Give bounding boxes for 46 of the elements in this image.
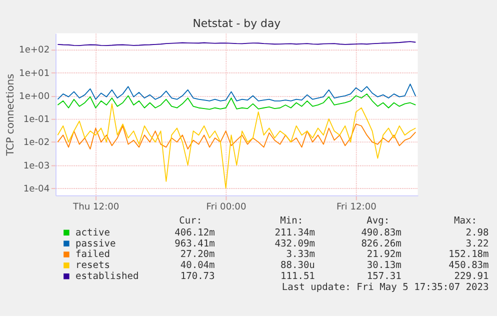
text: 490.83m <box>361 227 402 238</box>
y-tick-label: 1e-01 <box>23 115 50 126</box>
line-series <box>57 103 416 189</box>
text: 211.34m <box>274 227 316 238</box>
y-axis-title: TCP connections <box>6 74 17 157</box>
text: Last update: Fri May 5 17:35:07 2023 <box>282 282 490 293</box>
text: 432.09m <box>274 238 316 250</box>
text: 229.91 <box>454 271 490 282</box>
x-tick-label: Fri 00:00 <box>206 202 246 212</box>
text: 111.51 <box>280 271 316 282</box>
line-series <box>57 93 416 110</box>
y-tick-label: 1e+02 <box>19 46 50 56</box>
line-series <box>57 124 416 150</box>
text: 21.92m <box>366 249 402 260</box>
line-series <box>57 84 416 102</box>
text: 450.83m <box>448 260 490 272</box>
text: 406.12m <box>174 227 216 238</box>
text: 826.26m <box>361 238 402 250</box>
legend-label: failed <box>76 249 110 260</box>
text: Avg: <box>366 216 390 227</box>
text: 27.20m <box>180 249 216 260</box>
text: Max: <box>454 216 477 227</box>
text: Min: <box>280 216 304 227</box>
y-tick-label: 1e-03 <box>23 161 50 172</box>
text: 2.98 <box>466 227 490 238</box>
text: 3.33m <box>286 249 316 260</box>
text: 3.22 <box>466 238 489 250</box>
text: 88.30u <box>280 260 315 272</box>
text: 30.13m <box>366 260 402 272</box>
text: 170.73 <box>180 271 216 282</box>
x-tick-label: Fri 12:00 <box>336 202 377 212</box>
x-tick-label: Thu 12:00 <box>72 202 120 212</box>
text: 152.18m <box>448 249 490 260</box>
text: 963.41m <box>174 238 216 250</box>
legend-label: established <box>76 271 139 282</box>
y-tick-label: 1e-02 <box>23 138 50 148</box>
chart-title: Netstat - by day <box>192 16 282 30</box>
text: Cur: <box>179 216 202 227</box>
y-tick-label: 1e+01 <box>19 68 50 79</box>
text: 157.31 <box>366 271 402 282</box>
legend-label: resets <box>76 260 110 272</box>
legend-label: passive <box>76 238 116 250</box>
y-tick-label: 1e+00 <box>19 92 50 102</box>
y-tick-label: 1e-04 <box>23 184 50 195</box>
text: 40.04m <box>180 260 216 272</box>
legend-label: active <box>76 227 110 238</box>
